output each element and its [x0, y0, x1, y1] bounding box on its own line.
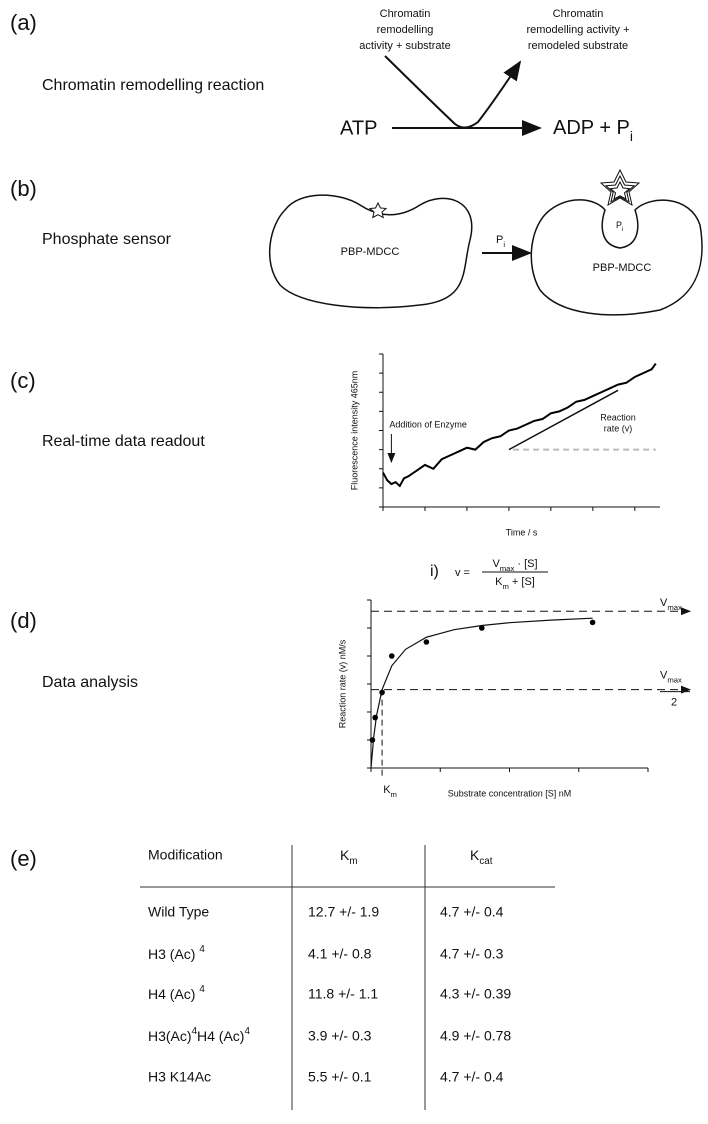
table-cell: 4.7 +/- 0.3: [440, 946, 504, 962]
text-run: m: [391, 790, 397, 799]
point: [372, 714, 378, 721]
y-axis-label: Reaction rate (v) nM/s: [337, 639, 347, 728]
y-axis-label: Fluorescence intensity 465nm: [349, 371, 359, 491]
panel-label: (b): [10, 176, 37, 201]
text-run: V: [492, 558, 500, 570]
table-cell: 4.1 +/- 0.8: [308, 946, 372, 962]
table-cell: H3 (Ac) 4: [148, 944, 205, 962]
panel-label: (e): [10, 846, 37, 871]
text-run: V: [660, 670, 668, 682]
text-run: m: [349, 856, 357, 867]
table-cell: H4 (Ac) 4: [148, 984, 205, 1002]
x-axis-label: Time / s: [506, 527, 538, 537]
table-cell: 4.7 +/- 0.4: [440, 904, 504, 920]
point: [423, 639, 430, 645]
text-run: H3 (Ac): [148, 946, 199, 962]
table-cell: H3 K14Ac: [148, 1069, 211, 1085]
annotation: Reaction: [600, 412, 636, 422]
point: [479, 625, 485, 631]
table-header: Km: [340, 847, 358, 867]
annotation: Addition of Enzyme: [389, 419, 467, 429]
trace: [382, 362, 657, 488]
star: [368, 201, 388, 219]
table-cell: 4.7 +/- 0.4: [440, 1069, 504, 1085]
caption: Chromatin remodelling reaction: [42, 77, 264, 94]
equation: Vmax · [S]: [492, 558, 537, 573]
text-run: max: [500, 564, 515, 573]
product-top: remodeled substrate: [528, 40, 628, 52]
product: ADP + Pi: [553, 117, 633, 143]
annotation: rate (v): [604, 423, 633, 433]
text-run: 4: [192, 1026, 198, 1037]
text-run: K: [383, 784, 391, 796]
equation: Km + [S]: [495, 576, 535, 591]
point: [589, 619, 596, 626]
text-run: m: [502, 582, 508, 591]
sensor-label: PBP-MDCC: [341, 246, 400, 258]
table-header: Modification: [148, 847, 223, 863]
text-run: 4: [199, 944, 205, 955]
arrow-label: Pi: [496, 234, 505, 249]
reactant-top: Chromatin: [380, 8, 431, 20]
text-run: 4: [244, 1026, 250, 1037]
rate-line: [508, 389, 619, 451]
product-top: Chromatin: [553, 8, 604, 20]
curved-arrow: [384, 55, 522, 129]
text-run: K: [495, 576, 503, 588]
text-run: · [S]: [514, 558, 537, 570]
table-cell: H3(Ac)4H4 (Ac)4: [148, 1026, 250, 1044]
caption: Data analysis: [42, 674, 138, 691]
caption: Phosphate sensor: [42, 231, 172, 248]
text-run: i: [622, 226, 623, 233]
vmax-label: Vmax: [660, 597, 682, 612]
product-top: remodelling activity +: [526, 24, 629, 36]
text-run: P: [616, 220, 622, 230]
text-run: i: [630, 128, 633, 144]
text-run: H4 (Ac): [148, 986, 199, 1002]
sensor-shape: [268, 194, 473, 309]
table-cell: Wild Type: [148, 904, 209, 920]
vmax-half-denominator: 2: [671, 697, 677, 709]
reactant-top: activity + substrate: [359, 40, 450, 52]
text-run: max: [667, 675, 682, 684]
text-run: H3(Ac): [148, 1028, 192, 1044]
reactant-top: remodelling: [377, 24, 434, 36]
equation: v =: [455, 567, 470, 579]
text-run: 4: [199, 984, 205, 995]
panel-label: (c): [10, 368, 36, 393]
sensor-shape: [530, 199, 703, 316]
table-cell: 12.7 +/- 1.9: [308, 904, 379, 920]
text-run: H4 (Ac): [197, 1028, 244, 1044]
equation-index: i): [430, 563, 439, 580]
km-label: Km: [383, 784, 397, 799]
table-cell: 5.5 +/- 0.1: [308, 1069, 372, 1085]
caption: Real-time data readout: [42, 433, 205, 450]
table-cell: 4.9 +/- 0.78: [440, 1028, 511, 1044]
text-run: cat: [479, 856, 492, 867]
fit-curve: [370, 617, 593, 769]
text-run: P: [496, 234, 503, 246]
panel-label: (a): [10, 10, 37, 35]
text-run: K: [340, 847, 350, 863]
panel-label: (d): [10, 608, 37, 633]
star-glow: [599, 168, 641, 207]
point: [369, 737, 376, 743]
x-axis-label: Substrate concentration [S] nM: [448, 788, 572, 798]
text-run: i: [503, 240, 505, 249]
text-run: V: [660, 597, 668, 609]
text-run: ADP + P: [553, 117, 630, 139]
table-cell: 3.9 +/- 0.3: [308, 1028, 372, 1044]
text-run: K: [470, 847, 480, 863]
table-cell: 4.3 +/- 0.39: [440, 986, 511, 1002]
table-cell: 11.8 +/- 1.1: [308, 986, 378, 1002]
sensor-label: PBP-MDCC: [593, 262, 652, 274]
pocket-label: Pi: [616, 220, 623, 233]
table-header: Kcat: [470, 847, 493, 867]
vmax-half-label: Vmax: [660, 670, 682, 685]
reactant: ATP: [340, 117, 377, 139]
point: [388, 653, 395, 659]
text-run: max: [667, 603, 682, 612]
text-run: + [S]: [509, 576, 535, 588]
